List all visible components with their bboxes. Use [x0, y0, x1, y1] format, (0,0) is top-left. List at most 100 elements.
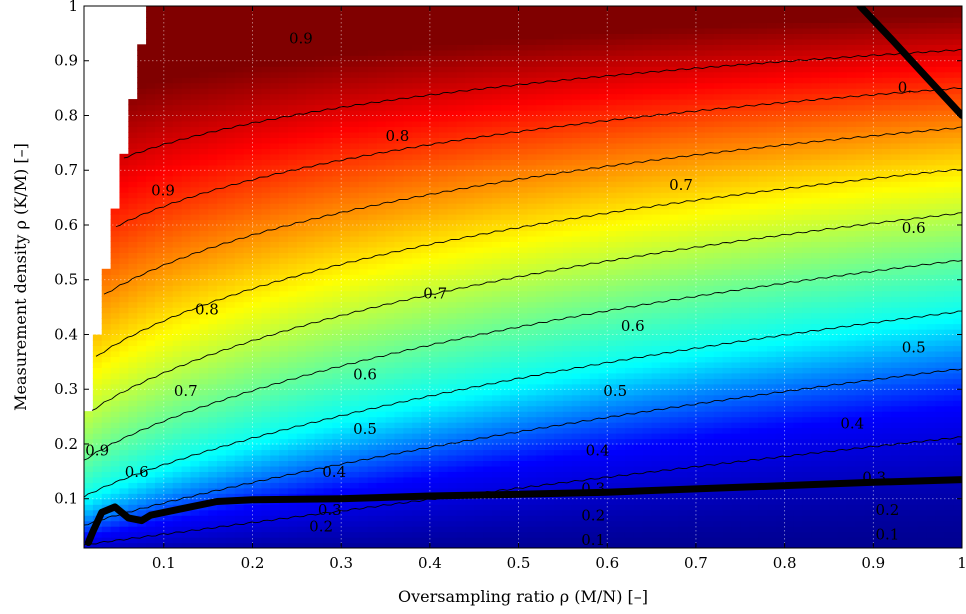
heatmap-cell [332, 279, 342, 286]
heatmap-cell [687, 476, 697, 483]
heatmap-cell [181, 487, 192, 494]
heatmap-cell [855, 367, 866, 374]
heatmap-cell [908, 339, 919, 347]
heatmap-cell [784, 350, 795, 357]
heatmap-cell [163, 487, 174, 494]
heatmap-cell [252, 290, 262, 297]
heatmap-cell [199, 449, 209, 456]
heatmap-cell [474, 350, 484, 357]
heatmap-cell [944, 290, 954, 297]
heatmap-cell [616, 312, 626, 319]
heatmap-cell [243, 372, 254, 379]
heatmap-cell [864, 443, 874, 451]
heatmap-cell [616, 378, 626, 385]
heatmap-cell [855, 493, 866, 500]
heatmap-cell [642, 329, 653, 336]
heatmap-cell [491, 323, 502, 330]
heatmap-cell [128, 329, 138, 336]
heatmap-cell [429, 301, 440, 308]
heatmap-cell [474, 312, 484, 319]
heatmap-cell [917, 318, 928, 325]
heatmap-cell [92, 372, 103, 379]
heatmap-cell [172, 460, 183, 467]
heatmap-cell [642, 422, 653, 429]
heatmap-cell [704, 411, 715, 418]
heatmap-cell [846, 509, 857, 516]
heatmap-cell [660, 329, 670, 336]
heatmap-cell [820, 449, 830, 456]
heatmap-cell [731, 443, 741, 451]
heatmap-cell [873, 350, 883, 357]
heatmap-cell [305, 515, 316, 522]
heatmap-cell [704, 383, 715, 390]
heatmap-cell [598, 465, 608, 472]
heatmap-cell [793, 471, 803, 478]
heatmap-cell [146, 433, 156, 440]
heatmap-cell [110, 345, 121, 352]
heatmap-cell [199, 471, 209, 478]
heatmap-cell [429, 471, 440, 478]
heatmap-cell [811, 323, 821, 330]
heatmap-cell [873, 334, 883, 341]
heatmap-cell [607, 531, 617, 538]
heatmap-cell [358, 443, 369, 451]
heatmap-cell [899, 356, 910, 363]
heatmap-cell [146, 367, 156, 374]
heatmap-cell [713, 504, 724, 511]
heatmap-cell [287, 433, 298, 440]
heatmap-cell [616, 537, 626, 544]
heatmap-cell [598, 520, 608, 527]
heatmap-cell [766, 301, 777, 308]
heatmap-cell [713, 301, 724, 308]
heatmap-cell [358, 433, 369, 440]
heatmap-cell [403, 285, 413, 292]
heatmap-cell [749, 465, 759, 472]
heatmap-cell [713, 443, 724, 451]
heatmap-cell [163, 433, 174, 440]
heatmap-cell [704, 504, 715, 511]
heatmap-cell [837, 449, 848, 456]
heatmap-cell [154, 372, 165, 379]
heatmap-cell [704, 438, 715, 445]
heatmap-cell [154, 394, 165, 401]
heatmap-cell [527, 312, 537, 319]
heatmap-cell [935, 378, 945, 385]
heatmap-cell [713, 296, 724, 303]
heatmap-cell [518, 509, 529, 516]
heatmap-cell [190, 329, 200, 336]
heatmap-cell [837, 427, 848, 434]
heatmap-cell [908, 454, 919, 461]
heatmap-cell [429, 323, 440, 330]
heatmap-cell [917, 465, 928, 472]
heatmap-cell [935, 438, 945, 445]
heatmap-cell [296, 389, 307, 396]
heatmap-cell [766, 526, 777, 533]
heatmap-cell [758, 433, 768, 440]
heatmap-cell [296, 471, 307, 478]
heatmap-cell [554, 520, 564, 527]
heatmap-cell [775, 274, 786, 281]
heatmap-cell [695, 290, 706, 297]
heatmap-cell [305, 279, 316, 286]
heatmap-cell [323, 416, 333, 423]
heatmap-cell [367, 307, 378, 314]
heatmap-cell [243, 400, 254, 407]
heatmap-cell [527, 296, 537, 303]
heatmap-cell [403, 476, 413, 483]
heatmap-cell [376, 372, 387, 379]
heatmap-cell [412, 504, 422, 511]
heatmap-cell [793, 285, 803, 292]
heatmap-cell [465, 307, 475, 314]
heatmap-cell [447, 378, 458, 385]
heatmap-cell [873, 383, 883, 390]
heatmap-cell [146, 460, 156, 467]
heatmap-cell [731, 290, 741, 297]
heatmap-cell [926, 460, 936, 467]
heatmap-cell [146, 361, 156, 368]
heatmap-cell [305, 274, 316, 281]
heatmap-cell [234, 433, 245, 440]
heatmap-cell [403, 427, 413, 434]
heatmap-cell [678, 274, 688, 281]
heatmap-cell [802, 515, 812, 522]
heatmap-cell [208, 465, 218, 472]
